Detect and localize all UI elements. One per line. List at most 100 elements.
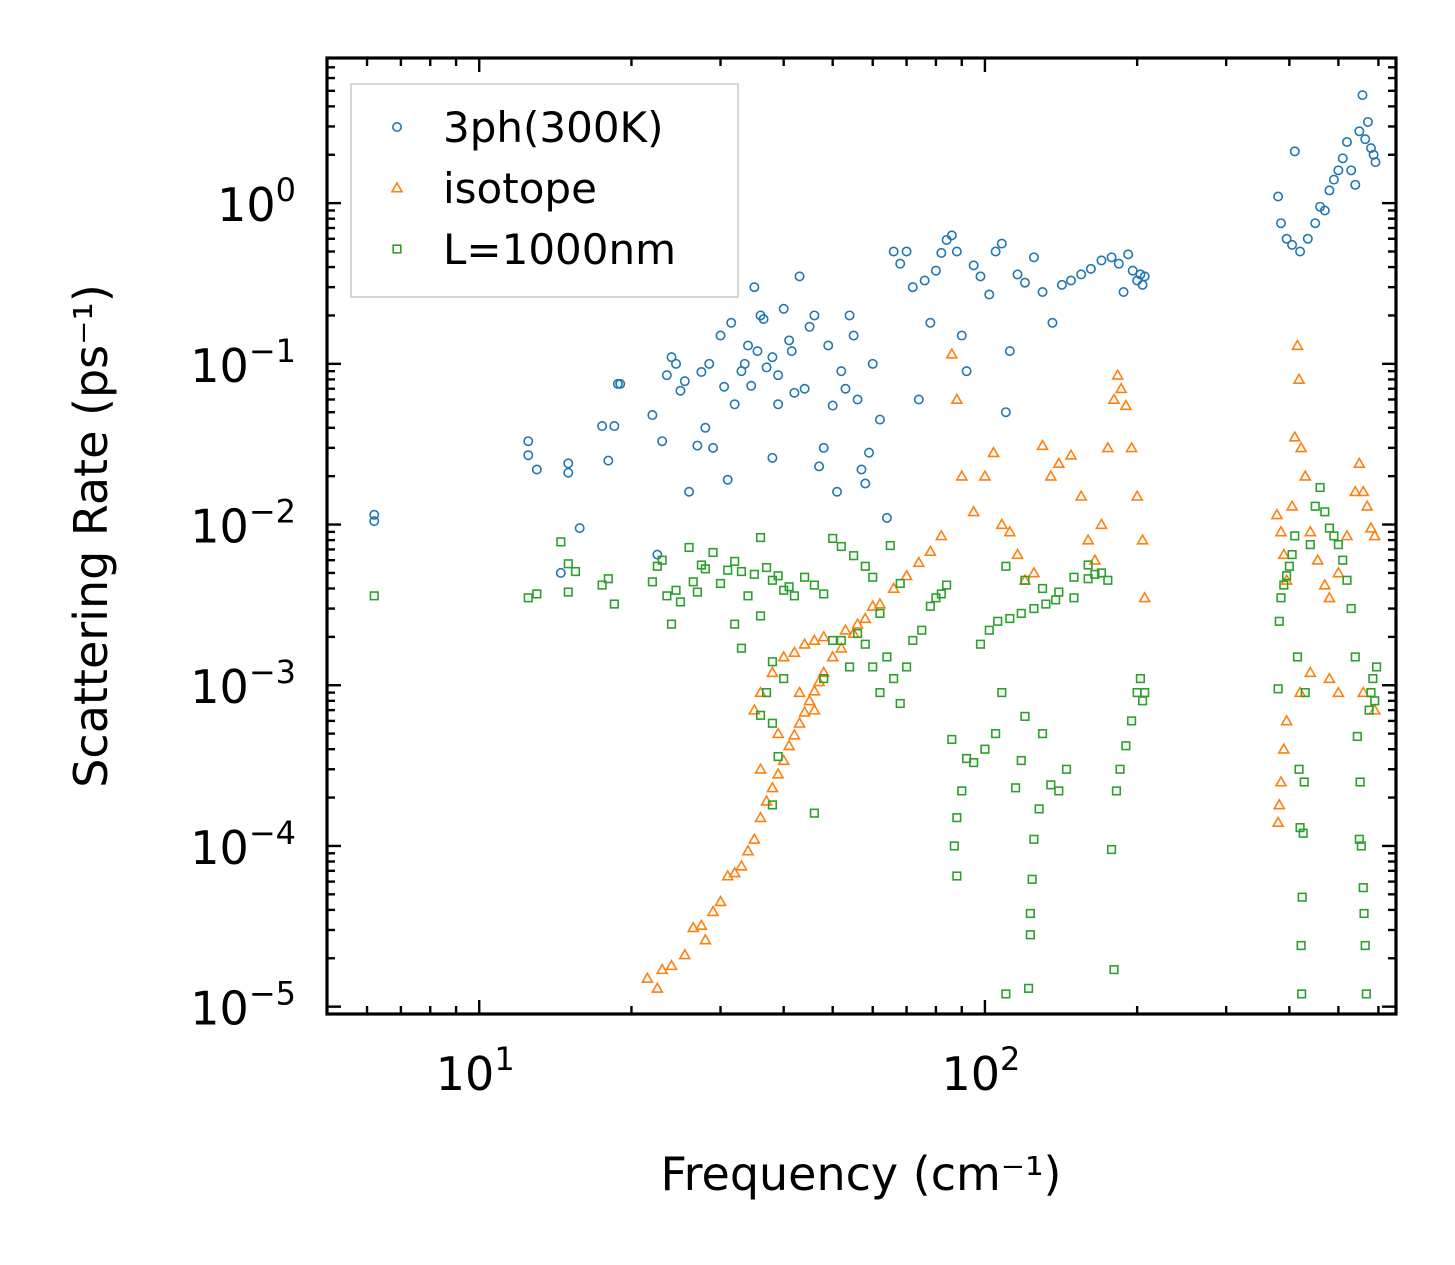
data-point xyxy=(1037,286,1048,297)
data-point xyxy=(1056,279,1067,290)
data-point xyxy=(1004,346,1015,357)
data-point xyxy=(1034,804,1044,814)
data-point xyxy=(666,619,677,629)
data-point xyxy=(755,611,766,621)
data-point xyxy=(1332,685,1345,698)
data-point xyxy=(747,703,761,715)
data-point xyxy=(736,566,747,577)
data-point xyxy=(747,832,761,844)
data-point xyxy=(1320,507,1330,517)
y-tick-label: 10−3 xyxy=(190,653,296,714)
series-1 xyxy=(640,338,1382,993)
data-point xyxy=(955,469,969,481)
data-point xyxy=(860,478,871,489)
data-point xyxy=(652,549,663,560)
data-point xyxy=(730,556,740,566)
data-point xyxy=(722,474,733,485)
data-point xyxy=(1101,441,1115,453)
data-point xyxy=(1360,940,1370,951)
data-point xyxy=(1095,517,1108,530)
data-point xyxy=(888,246,899,257)
data-point xyxy=(952,813,962,823)
data-point xyxy=(675,597,686,607)
data-point xyxy=(907,282,918,293)
data-point xyxy=(875,608,885,618)
data-point xyxy=(1275,218,1286,229)
data-point xyxy=(708,442,719,453)
data-point xyxy=(1085,263,1096,274)
data-point xyxy=(1352,731,1362,742)
data-point xyxy=(773,571,783,581)
data-point xyxy=(597,421,608,432)
data-point xyxy=(754,762,767,774)
data-point xyxy=(1300,687,1310,698)
data-point xyxy=(803,694,816,706)
data-point xyxy=(1126,716,1137,726)
data-point xyxy=(1279,580,1289,590)
data-point xyxy=(789,591,799,601)
data-point xyxy=(1064,448,1078,460)
legend: 3ph(300K) isotope L=1000nm xyxy=(350,83,739,298)
data-point xyxy=(1111,786,1122,796)
data-point xyxy=(766,665,779,678)
data-point xyxy=(1370,696,1380,706)
data-point xyxy=(930,265,941,276)
y-tick-label: 10−5 xyxy=(190,975,296,1036)
data-point xyxy=(688,577,698,587)
data-point xyxy=(1020,711,1030,721)
data-point xyxy=(1027,874,1037,884)
y-tick-label: 10−2 xyxy=(190,493,296,554)
data-point xyxy=(647,410,658,421)
data-point xyxy=(856,464,867,475)
data-point xyxy=(1276,593,1286,603)
data-point xyxy=(754,811,767,823)
data-point xyxy=(817,630,831,642)
data-point xyxy=(828,533,838,543)
data-point xyxy=(671,585,681,595)
data-point xyxy=(908,635,918,646)
data-point xyxy=(881,512,892,523)
data-point xyxy=(1025,908,1035,919)
data-point xyxy=(827,400,838,411)
data-point xyxy=(1096,255,1107,266)
data-point xyxy=(860,639,870,649)
data-point xyxy=(742,340,753,351)
data-point xyxy=(807,633,821,645)
data-point xyxy=(967,505,981,517)
data-point xyxy=(987,446,1000,458)
data-point xyxy=(812,675,826,687)
data-point xyxy=(934,529,948,541)
data-point xyxy=(1011,547,1024,560)
data-point xyxy=(730,619,740,629)
data-point xyxy=(804,321,815,332)
data-point xyxy=(684,486,695,497)
data-point xyxy=(761,362,772,373)
data-point xyxy=(809,808,819,818)
data-point xyxy=(793,685,806,698)
data-point xyxy=(698,933,712,945)
data-point xyxy=(1274,775,1288,787)
data-point xyxy=(715,330,726,341)
data-point xyxy=(840,383,851,394)
data-point xyxy=(1354,126,1365,137)
data-point xyxy=(997,687,1007,698)
data-point xyxy=(726,317,737,328)
legend-label: 3ph(300K) xyxy=(443,103,663,152)
data-point xyxy=(696,366,707,377)
data-point xyxy=(1115,764,1125,774)
data-point xyxy=(735,859,748,871)
data-point xyxy=(1288,430,1302,442)
data-point xyxy=(766,781,779,793)
data-point xyxy=(1088,553,1102,565)
legend-entry: 3ph(300K) xyxy=(391,103,663,152)
y-tick-label: 10−4 xyxy=(190,814,296,875)
data-point xyxy=(1364,705,1374,715)
data-point xyxy=(1338,555,1348,565)
data-point xyxy=(1054,786,1064,796)
data-point xyxy=(1041,599,1051,609)
data-point xyxy=(700,564,710,574)
data-point xyxy=(858,611,872,624)
data-point xyxy=(1029,834,1039,844)
data-point xyxy=(1025,930,1035,940)
data-point xyxy=(1001,561,1011,571)
